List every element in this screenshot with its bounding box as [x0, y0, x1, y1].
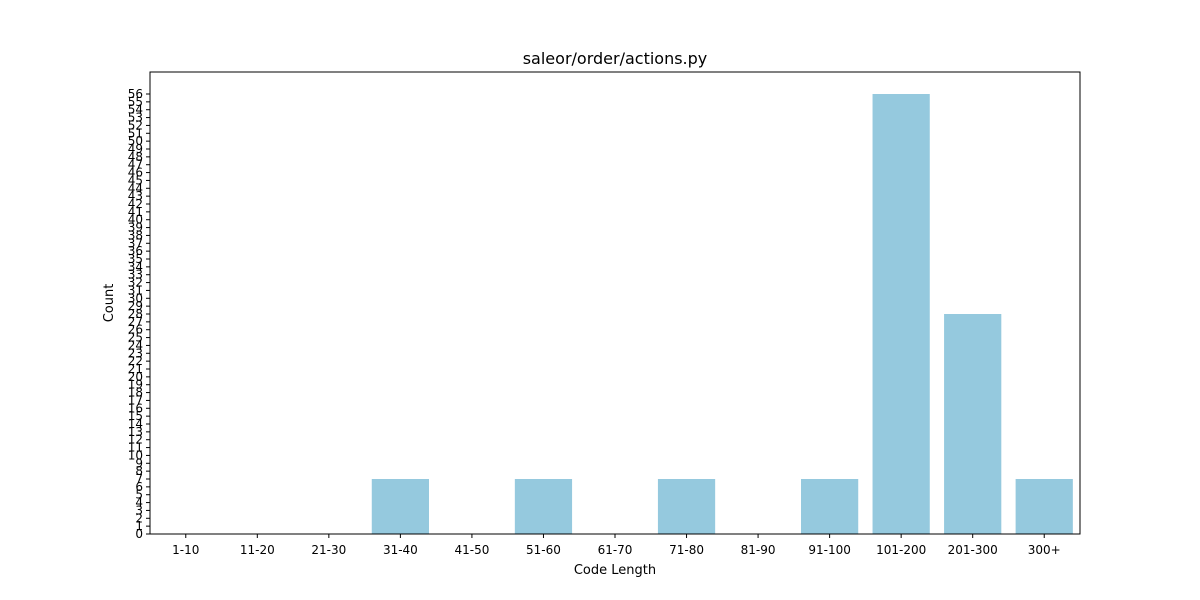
bar-91-100	[801, 479, 859, 534]
y-axis-label: Count	[102, 284, 117, 323]
bar-201-300	[944, 314, 1002, 534]
x-tick-label: 31-40	[383, 543, 418, 557]
y-tick-label: 0	[135, 527, 143, 541]
x-tick-label: 91-100	[808, 543, 851, 557]
y-tick-label: 24	[128, 338, 143, 352]
y-tick-label: 48	[128, 150, 143, 164]
x-axis-label: Code Length	[574, 563, 656, 578]
x-tick-label: 81-90	[741, 543, 776, 557]
y-tick-label: 30	[128, 291, 143, 305]
y-tick-label: 5	[135, 488, 143, 502]
y-tick-label: 29	[128, 299, 143, 313]
y-tick-label: 37	[128, 236, 143, 250]
x-tick-label: 41-50	[454, 543, 489, 557]
y-tick-label: 49	[128, 142, 143, 156]
bar-51-60	[514, 479, 573, 534]
y-tick-label: 12	[128, 433, 143, 447]
y-tick-label: 47	[128, 158, 143, 172]
x-tick-label: 11-20	[240, 543, 275, 557]
y-tick-label: 21	[128, 362, 143, 376]
y-tick-label: 2	[135, 511, 143, 525]
x-tick-label: 101-200	[876, 543, 926, 557]
y-tick-label: 56	[128, 87, 143, 101]
y-tick-label: 40	[128, 213, 143, 227]
y-tick-label: 45	[128, 173, 143, 187]
y-tick-label: 7	[135, 472, 143, 486]
x-tick-label: 201-300	[948, 543, 998, 557]
y-tick-label: 11	[128, 441, 143, 455]
x-tick-label: 1-10	[172, 543, 199, 557]
y-tick-label: 55	[128, 95, 143, 109]
bar-71-80	[657, 479, 716, 534]
y-tick-label: 41	[128, 205, 143, 219]
y-tick-label: 43	[128, 189, 143, 203]
y-tick-label: 39	[128, 221, 143, 235]
y-tick-label: 14	[128, 417, 143, 431]
y-tick-label: 27	[128, 315, 143, 329]
chart-title: saleor/order/actions.py	[523, 49, 708, 68]
y-tick-label: 15	[128, 409, 143, 423]
y-tick-label: 4	[135, 496, 143, 510]
y-tick-label: 23	[128, 346, 143, 360]
y-tick-label: 44	[128, 181, 143, 195]
y-tick-label: 10	[128, 448, 143, 462]
plot-frame	[149, 71, 1081, 535]
y-tick-label: 38	[128, 228, 143, 242]
bar-300+	[1015, 479, 1073, 534]
x-axis-ticks: 1-10 11-20 21-30 31-40 41-50 51-60 61-70 71-80 8…	[172, 534, 1061, 557]
y-tick-label: 1	[135, 519, 143, 533]
y-tick-label: 42	[128, 197, 143, 211]
bar-31-40	[371, 479, 429, 534]
y-tick-label: 54	[128, 103, 143, 117]
bars-group	[371, 94, 1073, 534]
y-tick-label: 36	[128, 244, 143, 258]
x-tick-label: 51-60	[526, 543, 561, 557]
y-tick-label: 20	[128, 370, 143, 384]
y-tick-label: 32	[128, 276, 143, 290]
y-tick-label: 31	[128, 283, 143, 297]
y-tick-label: 50	[128, 134, 143, 148]
y-tick-label: 33	[128, 268, 143, 282]
y-tick-label: 17	[128, 393, 143, 407]
y-tick-label: 51	[128, 126, 143, 140]
y-tick-label: 52	[128, 118, 143, 132]
x-tick-label: 61-70	[598, 543, 633, 557]
y-tick-label: 18	[128, 386, 143, 400]
y-tick-label: 34	[128, 260, 143, 274]
y-tick-label: 46	[128, 166, 143, 180]
y-tick-label: 28	[128, 307, 143, 321]
y-tick-label: 9	[135, 456, 143, 470]
x-tick-label: 300+	[1028, 543, 1061, 557]
y-tick-label: 16	[128, 401, 143, 415]
y-tick-label: 3	[135, 503, 143, 517]
y-tick-label: 8	[135, 464, 143, 478]
y-tick-label: 22	[128, 354, 143, 368]
bar-101-200	[872, 94, 930, 534]
y-tick-label: 13	[128, 425, 143, 439]
y-tick-label: 25	[128, 331, 143, 345]
y-tick-label: 35	[128, 252, 143, 266]
y-tick-label: 53	[128, 111, 143, 125]
y-tick-label: 19	[128, 378, 143, 392]
x-tick-label: 71-80	[669, 543, 704, 557]
x-tick-label: 21-30	[311, 543, 346, 557]
y-tick-label: 6	[135, 480, 143, 494]
y-axis-ticks: 0123456789101112131415161718192021222324…	[128, 87, 150, 541]
y-tick-label: 26	[128, 323, 143, 337]
